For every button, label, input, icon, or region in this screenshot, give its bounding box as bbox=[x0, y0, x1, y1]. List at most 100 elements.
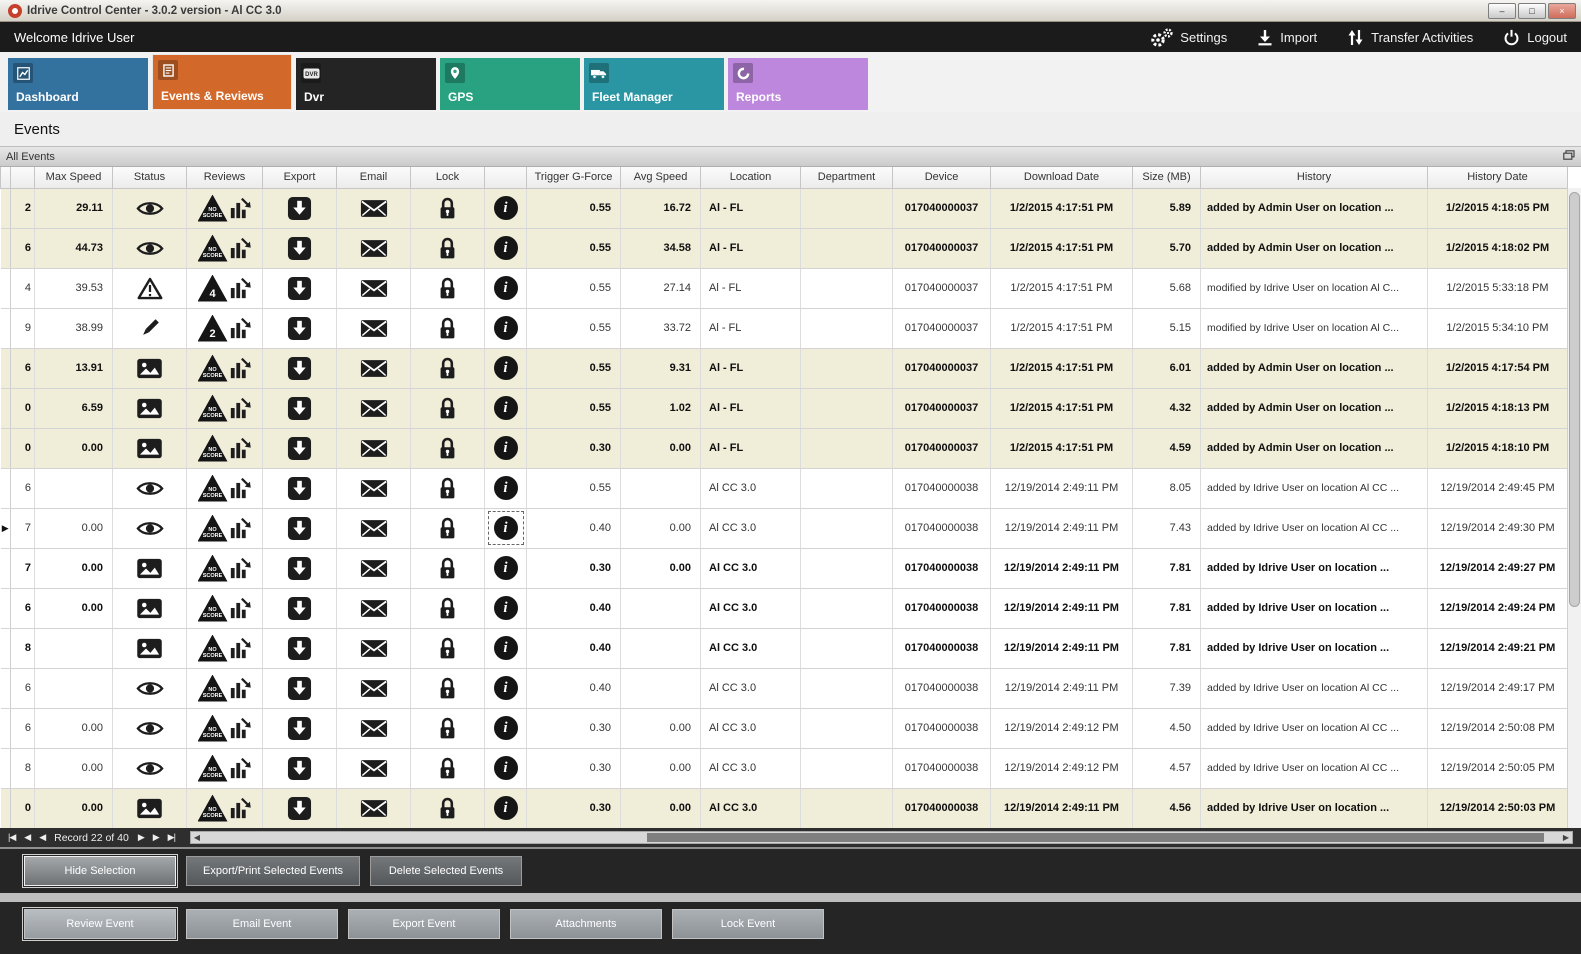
header-history-date[interactable]: History Date bbox=[1427, 167, 1568, 189]
cell-export[interactable] bbox=[262, 588, 337, 629]
cell-email[interactable] bbox=[336, 748, 411, 789]
export-icon[interactable] bbox=[287, 796, 312, 821]
cell-info[interactable] bbox=[484, 508, 527, 549]
header-max-speed[interactable]: Max Speed bbox=[34, 167, 113, 189]
review-score-icon[interactable]: NO SCORE bbox=[197, 794, 228, 822]
tab-dvr[interactable]: DVR Dvr bbox=[296, 58, 436, 110]
lock-icon[interactable] bbox=[438, 356, 457, 381]
cell-reviews[interactable]: NO SCORE bbox=[186, 548, 263, 589]
vertical-scrollbar[interactable] bbox=[1567, 188, 1581, 828]
email-icon[interactable] bbox=[360, 319, 388, 338]
attachments-button[interactable]: Attachments bbox=[510, 909, 662, 939]
export-print-selected-events-button[interactable]: Export/Print Selected Events bbox=[186, 856, 361, 886]
next-record-button[interactable]: ▶ bbox=[137, 832, 145, 842]
lock-icon[interactable] bbox=[438, 436, 457, 461]
header-location[interactable]: Location bbox=[700, 167, 801, 189]
prev-page-button[interactable]: ◀ bbox=[24, 832, 31, 842]
close-button[interactable]: × bbox=[1548, 2, 1576, 19]
review-trend-icon[interactable] bbox=[230, 436, 252, 460]
email-icon[interactable] bbox=[360, 759, 388, 778]
lock-icon[interactable] bbox=[438, 556, 457, 581]
header-device[interactable]: Device bbox=[892, 167, 991, 189]
cell-info[interactable] bbox=[484, 748, 527, 789]
email-icon[interactable] bbox=[360, 239, 388, 258]
review-score-icon[interactable]: NO SCORE bbox=[197, 194, 228, 222]
review-score-icon[interactable]: NO SCORE bbox=[197, 474, 228, 502]
cell-reviews[interactable]: NO SCORE bbox=[186, 628, 263, 669]
info-icon[interactable] bbox=[493, 716, 518, 740]
review-trend-icon[interactable] bbox=[230, 756, 252, 780]
lock-icon[interactable] bbox=[438, 236, 457, 261]
review-event-button[interactable]: Review Event bbox=[22, 907, 178, 941]
cell-email[interactable] bbox=[336, 308, 411, 349]
cell-export[interactable] bbox=[262, 268, 337, 309]
cell-info[interactable] bbox=[484, 708, 527, 749]
horizontal-scrollbar-thumb[interactable] bbox=[646, 833, 1545, 842]
cell-lock[interactable] bbox=[410, 268, 485, 309]
email-icon[interactable] bbox=[360, 599, 388, 618]
review-score-icon[interactable]: NO SCORE bbox=[197, 554, 228, 582]
export-event-button[interactable]: Export Event bbox=[348, 909, 500, 939]
cell-reviews[interactable]: NO SCORE bbox=[186, 428, 263, 469]
export-icon[interactable] bbox=[287, 636, 312, 661]
cell-export[interactable] bbox=[262, 708, 337, 749]
info-icon[interactable] bbox=[493, 676, 518, 700]
cell-reviews[interactable]: NO SCORE bbox=[186, 348, 263, 389]
export-icon[interactable] bbox=[287, 516, 312, 541]
cell-reviews[interactable]: NO SCORE bbox=[186, 788, 263, 828]
cell-reviews[interactable]: NO SCORE bbox=[186, 188, 263, 229]
export-icon[interactable] bbox=[287, 556, 312, 581]
email-icon[interactable] bbox=[360, 559, 388, 578]
info-icon[interactable] bbox=[493, 196, 518, 220]
cell-reviews[interactable]: NO SCORE bbox=[186, 668, 263, 709]
cell-export[interactable] bbox=[262, 388, 337, 429]
email-icon[interactable] bbox=[360, 519, 388, 538]
export-icon[interactable] bbox=[287, 716, 312, 741]
cell-reviews[interactable]: 4 bbox=[186, 268, 263, 309]
info-icon[interactable] bbox=[493, 356, 518, 380]
export-icon[interactable] bbox=[287, 316, 312, 341]
info-icon[interactable] bbox=[493, 476, 518, 500]
cell-export[interactable] bbox=[262, 308, 337, 349]
cell-export[interactable] bbox=[262, 628, 337, 669]
lock-icon[interactable] bbox=[438, 636, 457, 661]
review-trend-icon[interactable] bbox=[230, 596, 252, 620]
cell-lock[interactable] bbox=[410, 628, 485, 669]
review-score-icon[interactable]: NO SCORE bbox=[197, 514, 228, 542]
review-trend-icon[interactable] bbox=[230, 236, 252, 260]
email-icon[interactable] bbox=[360, 719, 388, 738]
lock-icon[interactable] bbox=[438, 756, 457, 781]
lock-icon[interactable] bbox=[438, 196, 457, 221]
export-icon[interactable] bbox=[287, 676, 312, 701]
cell-info[interactable] bbox=[484, 788, 527, 828]
review-trend-icon[interactable] bbox=[230, 716, 252, 740]
tab-events-reviews[interactable]: Events & Reviews bbox=[152, 54, 292, 110]
cell-lock[interactable] bbox=[410, 388, 485, 429]
cell-email[interactable] bbox=[336, 228, 411, 269]
cell-lock[interactable] bbox=[410, 308, 485, 349]
cell-lock[interactable] bbox=[410, 228, 485, 269]
header-history[interactable]: History bbox=[1200, 167, 1428, 189]
info-icon[interactable] bbox=[493, 796, 518, 820]
cell-email[interactable] bbox=[336, 788, 411, 828]
review-trend-icon[interactable] bbox=[230, 356, 252, 380]
logout-button[interactable]: Logout bbox=[1503, 29, 1567, 46]
email-icon[interactable] bbox=[360, 479, 388, 498]
export-icon[interactable] bbox=[287, 396, 312, 421]
header-export[interactable]: Export bbox=[262, 167, 337, 189]
maximize-button[interactable]: □ bbox=[1518, 2, 1546, 19]
review-trend-icon[interactable] bbox=[230, 196, 252, 220]
cell-info[interactable] bbox=[484, 588, 527, 629]
review-score-icon[interactable]: NO SCORE bbox=[197, 754, 228, 782]
review-trend-icon[interactable] bbox=[230, 276, 252, 300]
cell-email[interactable] bbox=[336, 428, 411, 469]
lock-icon[interactable] bbox=[438, 596, 457, 621]
cell-email[interactable] bbox=[336, 508, 411, 549]
cell-export[interactable] bbox=[262, 508, 337, 549]
header-email[interactable]: Email bbox=[336, 167, 411, 189]
cell-lock[interactable] bbox=[410, 548, 485, 589]
review-trend-icon[interactable] bbox=[230, 676, 252, 700]
